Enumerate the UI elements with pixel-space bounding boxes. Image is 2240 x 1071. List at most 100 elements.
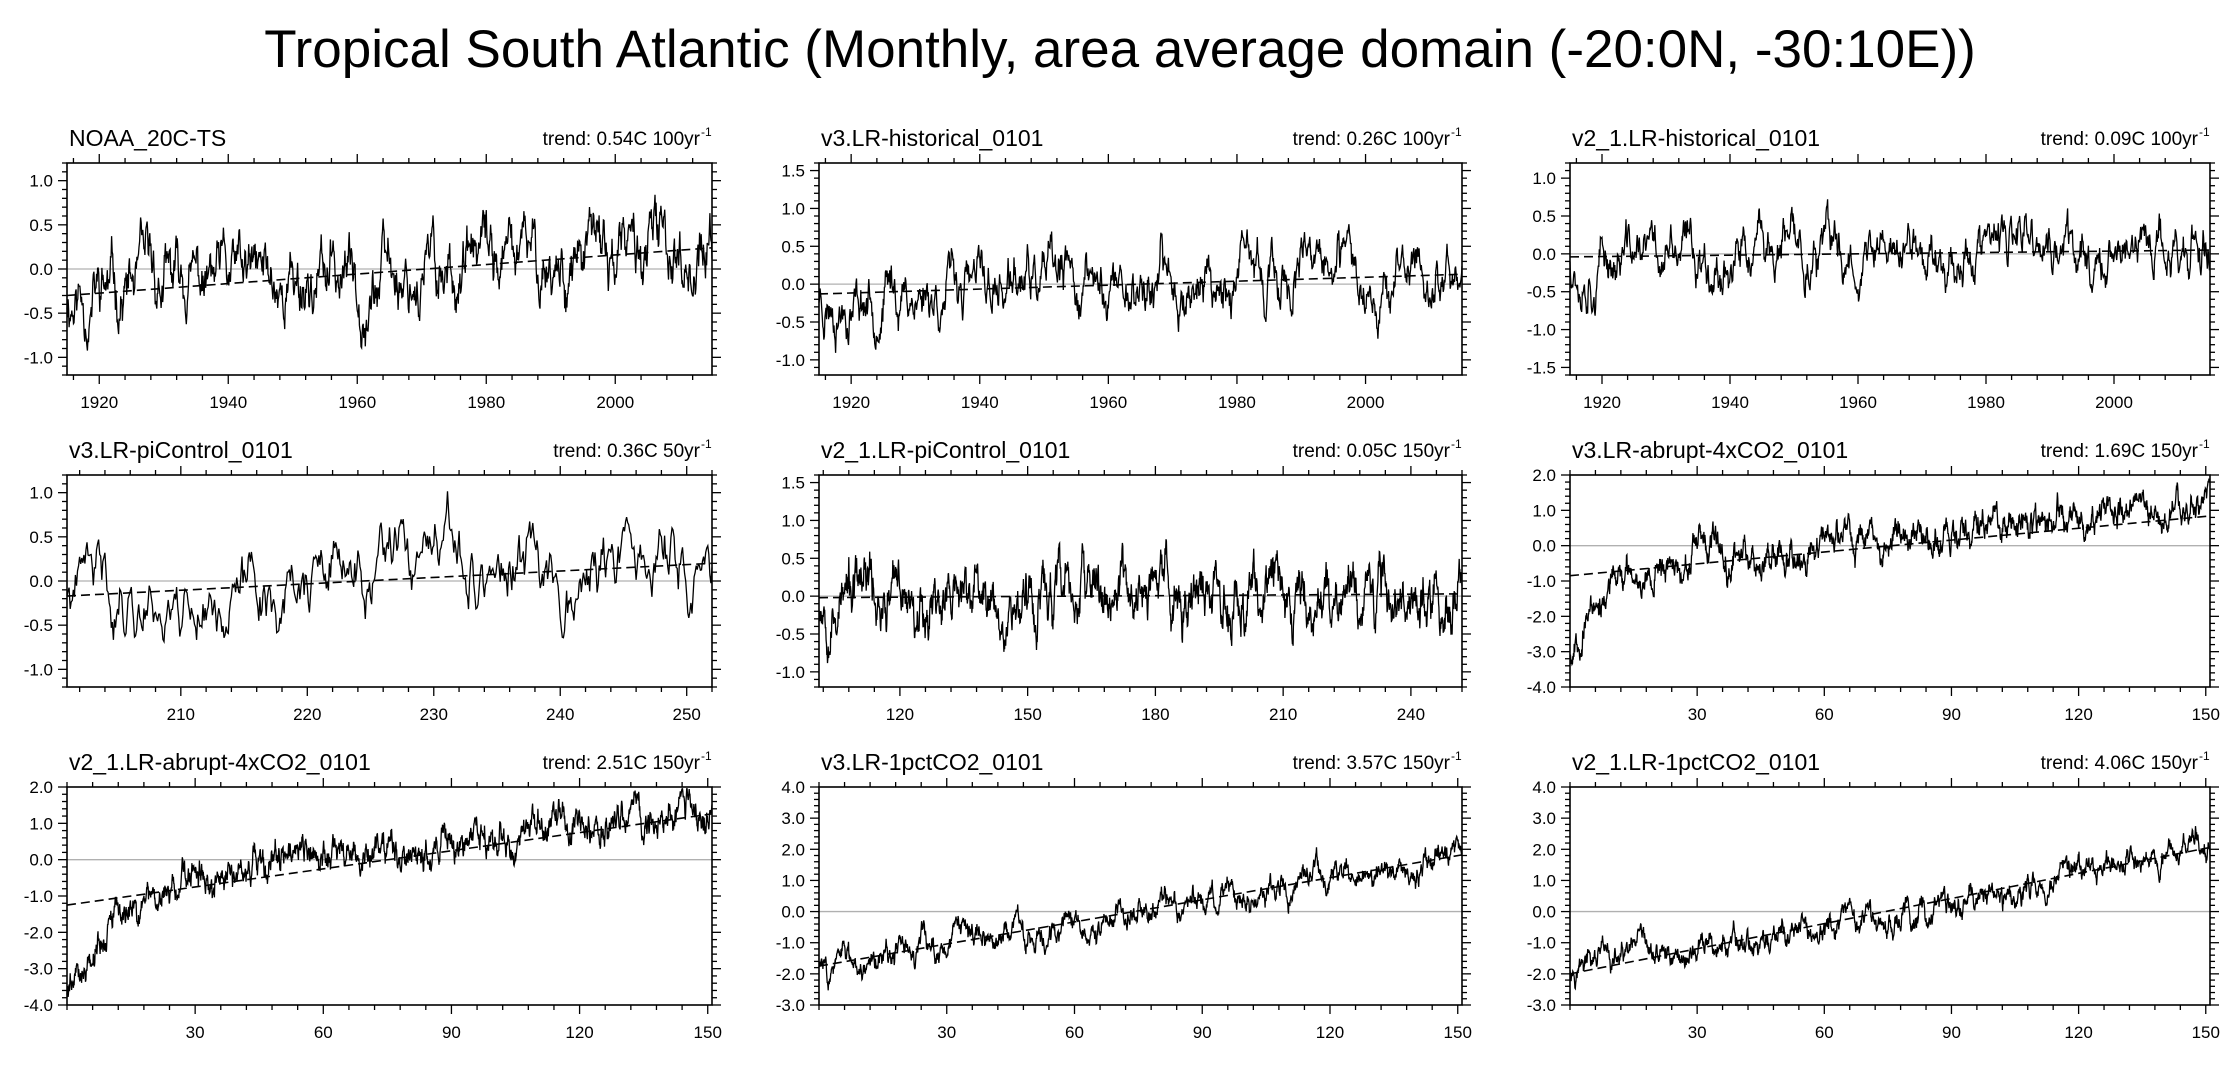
xtick-label: 1960	[338, 393, 376, 412]
ytick-label: 1.5	[781, 474, 805, 493]
plot-frame	[1569, 786, 2211, 1006]
ytick-label: -0.5	[24, 304, 53, 323]
xtick-label: 1980	[1218, 393, 1256, 412]
xtick-label: 90	[1942, 1023, 1961, 1042]
panel-trend-label: trend: 0.36C 50yr	[553, 441, 700, 462]
trend-unit-superscript: -1	[1451, 125, 1462, 139]
panel-1: NOAA_20C-TS trend: 0.54C 100yr -1 -1.0 -0.5 0…	[24, 125, 721, 412]
ytick-label: -2.0	[1527, 965, 1556, 984]
panel-trend-label: trend: 3.57C 150yr	[1293, 753, 1451, 774]
ytick-label: -4.0	[24, 996, 53, 1015]
ytick-label: 1.0	[29, 172, 53, 191]
ytick-label: 1.0	[29, 814, 53, 833]
trend-line	[1569, 846, 2211, 975]
trend-line	[66, 562, 713, 597]
xtick-label: 2000	[1347, 393, 1385, 412]
ytick-label: 3.0	[1532, 809, 1556, 828]
trend-line	[66, 247, 713, 297]
ytick-label: 0.0	[781, 275, 805, 294]
panel-title: v2_1.LR-historical_0101	[1572, 125, 1820, 151]
xtick-label: 180	[1141, 705, 1169, 724]
panel-3: v2_1.LR-historical_0101 trend: 0.09C 100y…	[1527, 125, 2219, 412]
xtick-label: 90	[442, 1023, 461, 1042]
ytick-label: 0.0	[29, 572, 53, 591]
ytick-label: 1.0	[781, 511, 805, 530]
series-line	[1569, 478, 2211, 667]
panel-title: v2_1.LR-abrupt-4xCO2_0101	[69, 749, 371, 775]
ytick-label: 0.5	[781, 237, 805, 256]
ytick-label: -2.0	[24, 923, 53, 942]
ytick-label: -3.0	[776, 996, 805, 1015]
xtick-label: 2000	[596, 393, 634, 412]
series-line	[818, 224, 1463, 353]
ytick-label: -1.0	[1527, 934, 1556, 953]
xtick-label: 60	[1815, 1023, 1834, 1042]
panel-title: v3.LR-piControl_0101	[69, 437, 293, 463]
xtick-label: 150	[2192, 1023, 2220, 1042]
xtick-label: 240	[546, 705, 574, 724]
ytick-label: 0.5	[29, 528, 53, 547]
ytick-label: 1.0	[1532, 501, 1556, 520]
trend-line	[66, 813, 713, 906]
xtick-label: 1960	[1089, 393, 1127, 412]
xtick-label: 2000	[2095, 393, 2133, 412]
xtick-label: 1940	[961, 393, 999, 412]
ytick-label: 0.0	[29, 851, 53, 870]
series-line	[66, 491, 713, 644]
ytick-label: 1.0	[1532, 169, 1556, 188]
ytick-label: -1.0	[1527, 321, 1556, 340]
xtick-label: 1980	[1967, 393, 2005, 412]
series-line	[818, 539, 1463, 664]
trend-line	[1569, 515, 2211, 577]
panel-2: v3.LR-historical_0101 trend: 0.26C 100yr -…	[776, 125, 1471, 412]
xtick-label: 250	[673, 705, 701, 724]
xtick-label: 60	[1815, 705, 1834, 724]
series-line	[1569, 826, 2211, 991]
xtick-label: 1980	[467, 393, 505, 412]
ytick-label: -1.0	[1527, 572, 1556, 591]
ytick-label: 3.0	[781, 809, 805, 828]
ytick-label: 2.0	[29, 778, 53, 797]
xtick-label: 1920	[80, 393, 118, 412]
trend-unit-superscript: -1	[2199, 437, 2210, 451]
xtick-label: 30	[1688, 1023, 1707, 1042]
ytick-label: 1.0	[1532, 871, 1556, 890]
ytick-label: -2.0	[1527, 607, 1556, 626]
panel-trend-label: trend: 0.26C 100yr	[1293, 129, 1451, 150]
trend-unit-superscript: -1	[701, 125, 712, 139]
ytick-label: 2.0	[1532, 466, 1556, 485]
xtick-label: 1920	[1583, 393, 1621, 412]
panel-8: v3.LR-1pctCO2_0101 trend: 3.57C 150yr -1 -3…	[776, 749, 1472, 1042]
ytick-label: 0.0	[781, 903, 805, 922]
series-line	[1569, 199, 2211, 316]
xtick-label: 60	[1065, 1023, 1084, 1042]
panel-9: v2_1.LR-1pctCO2_0101 trend: 4.06C 150yr -1…	[1527, 749, 2220, 1042]
panel-title: v3.LR-historical_0101	[821, 125, 1043, 151]
xtick-label: 1920	[832, 393, 870, 412]
trend-unit-superscript: -1	[2199, 749, 2210, 763]
xtick-label: 1940	[1711, 393, 1749, 412]
xtick-label: 30	[186, 1023, 205, 1042]
ytick-label: -3.0	[1527, 996, 1556, 1015]
series-line	[66, 788, 713, 997]
xtick-label: 90	[1942, 705, 1961, 724]
ytick-label: 0.0	[1532, 537, 1556, 556]
xtick-label: 1960	[1839, 393, 1877, 412]
panel-trend-label: trend: 0.54C 100yr	[543, 129, 701, 150]
ytick-label: -3.0	[24, 960, 53, 979]
ytick-label: -0.5	[776, 313, 805, 332]
xtick-label: 150	[2192, 705, 2220, 724]
plot-frame	[818, 786, 1463, 1006]
ytick-label: 2.0	[1532, 840, 1556, 859]
panel-title: NOAA_20C-TS	[69, 125, 226, 151]
ytick-label: -1.0	[24, 887, 53, 906]
trend-unit-superscript: -1	[701, 749, 712, 763]
xtick-label: 30	[937, 1023, 956, 1042]
xtick-label: 120	[565, 1023, 593, 1042]
ytick-label: 0.0	[781, 587, 805, 606]
panel-title: v3.LR-1pctCO2_0101	[821, 749, 1043, 775]
ytick-label: 1.0	[781, 871, 805, 890]
xtick-label: 90	[1193, 1023, 1212, 1042]
panel-5: v2_1.LR-piControl_0101 trend: 0.05C 150yr…	[776, 437, 1471, 724]
